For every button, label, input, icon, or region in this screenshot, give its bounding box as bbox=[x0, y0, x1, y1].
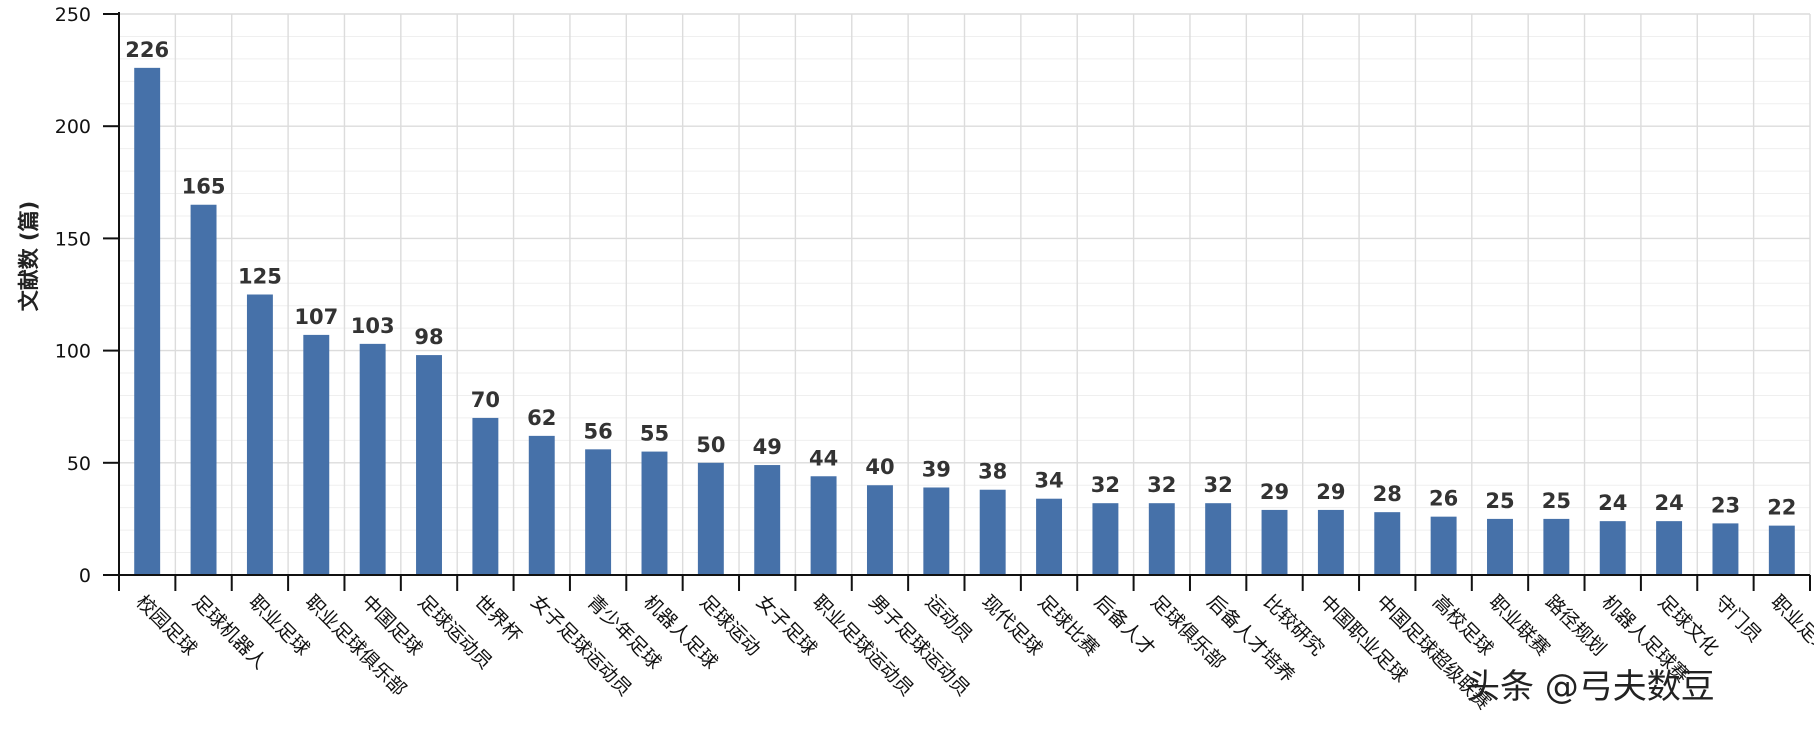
bar bbox=[1712, 523, 1739, 575]
data-label: 103 bbox=[351, 314, 395, 338]
data-labels: 226 165 125 107 103 98 70 62 56 55 50 49 44 40 39 38 34 3… bbox=[125, 38, 1796, 520]
data-label: 32 bbox=[1091, 473, 1120, 497]
bar bbox=[923, 487, 950, 575]
data-label: 44 bbox=[809, 446, 838, 470]
data-label: 28 bbox=[1373, 482, 1402, 506]
bar bbox=[1092, 503, 1119, 575]
y-tick-label: 100 bbox=[55, 341, 91, 363]
x-tick-label: 女子足球运动员 bbox=[526, 591, 636, 701]
bar bbox=[1768, 525, 1795, 575]
bar bbox=[190, 204, 217, 576]
bar bbox=[1205, 503, 1232, 575]
bar bbox=[359, 343, 386, 575]
data-label: 23 bbox=[1711, 493, 1740, 517]
data-label: 25 bbox=[1542, 489, 1571, 513]
x-tick-label: 校园足球 bbox=[132, 591, 201, 660]
x-tick-label: 职业足球联赛 bbox=[1766, 591, 1814, 687]
bars bbox=[134, 67, 1795, 576]
data-label: 25 bbox=[1485, 489, 1514, 513]
bar bbox=[1374, 512, 1401, 575]
bar bbox=[754, 465, 781, 575]
x-tick-label: 足球比赛 bbox=[1034, 591, 1103, 660]
x-tick-label: 路径规划 bbox=[1541, 591, 1610, 660]
bar bbox=[697, 462, 724, 575]
bar bbox=[1599, 521, 1626, 575]
y-tick-labels: 0 50 100 150 200 250 bbox=[55, 4, 91, 587]
data-label: 24 bbox=[1654, 491, 1683, 515]
bar bbox=[866, 485, 893, 575]
y-tick-label: 50 bbox=[67, 453, 91, 475]
bar bbox=[303, 334, 330, 575]
data-label: 62 bbox=[527, 406, 556, 430]
bar bbox=[1317, 509, 1344, 575]
data-label: 56 bbox=[583, 419, 612, 443]
data-label: 26 bbox=[1429, 487, 1458, 511]
bar bbox=[810, 476, 837, 575]
y-tick-label: 150 bbox=[55, 228, 91, 250]
bar bbox=[416, 355, 442, 575]
data-label: 165 bbox=[182, 175, 226, 199]
bar bbox=[246, 294, 273, 575]
data-label: 55 bbox=[640, 422, 669, 446]
bar bbox=[641, 451, 668, 575]
bar bbox=[979, 489, 1006, 575]
data-label: 226 bbox=[125, 38, 169, 62]
bar bbox=[1261, 509, 1288, 575]
axes bbox=[103, 12, 1811, 591]
data-label: 32 bbox=[1204, 473, 1233, 497]
x-tick-label: 男子足球运动员 bbox=[864, 591, 974, 701]
x-tick-label: 职业足球俱乐部 bbox=[301, 591, 411, 701]
bar bbox=[134, 67, 161, 575]
bar bbox=[472, 417, 499, 575]
x-tick-label: 职业足球运动员 bbox=[808, 591, 918, 701]
bar bbox=[1430, 516, 1457, 575]
grid-lines bbox=[118, 13, 1811, 576]
watermark-text: 头条 @弓夫数豆 bbox=[1466, 667, 1715, 707]
x-tick-label: 现代足球 bbox=[977, 591, 1046, 660]
y-tick-label: 200 bbox=[55, 116, 91, 138]
x-tick-label: 守门员 bbox=[1710, 591, 1766, 647]
data-label: 34 bbox=[1034, 469, 1063, 493]
x-tick-label: 职业联赛 bbox=[1484, 591, 1553, 660]
bar bbox=[1656, 521, 1683, 575]
data-label: 49 bbox=[753, 435, 782, 459]
x-tick-label: 世界杯 bbox=[470, 591, 526, 647]
data-label: 29 bbox=[1260, 480, 1289, 504]
bar bbox=[528, 435, 555, 575]
y-tick-label: 250 bbox=[55, 4, 91, 26]
data-label: 125 bbox=[238, 265, 282, 289]
bar bbox=[1036, 498, 1063, 575]
data-label: 38 bbox=[978, 460, 1007, 484]
data-label: 98 bbox=[414, 325, 443, 349]
data-label: 107 bbox=[294, 305, 338, 329]
bar bbox=[1148, 503, 1175, 575]
data-label: 40 bbox=[865, 455, 894, 479]
x-tick-label: 后备人才 bbox=[1090, 591, 1159, 660]
data-label: 70 bbox=[471, 388, 500, 412]
data-label: 32 bbox=[1147, 473, 1176, 497]
data-label: 29 bbox=[1316, 480, 1345, 504]
data-label: 50 bbox=[696, 433, 725, 457]
bar bbox=[585, 449, 612, 575]
data-label: 22 bbox=[1767, 496, 1796, 520]
x-tick-label: 运动员 bbox=[921, 591, 977, 647]
data-label: 39 bbox=[922, 457, 951, 481]
y-tick-label: 0 bbox=[79, 565, 91, 587]
bar bbox=[1487, 518, 1513, 575]
y-axis-title: 文献数 (篇) bbox=[17, 201, 41, 312]
x-tick-label: 女子足球 bbox=[752, 591, 821, 660]
bar bbox=[1543, 518, 1570, 575]
data-label: 24 bbox=[1598, 491, 1627, 515]
